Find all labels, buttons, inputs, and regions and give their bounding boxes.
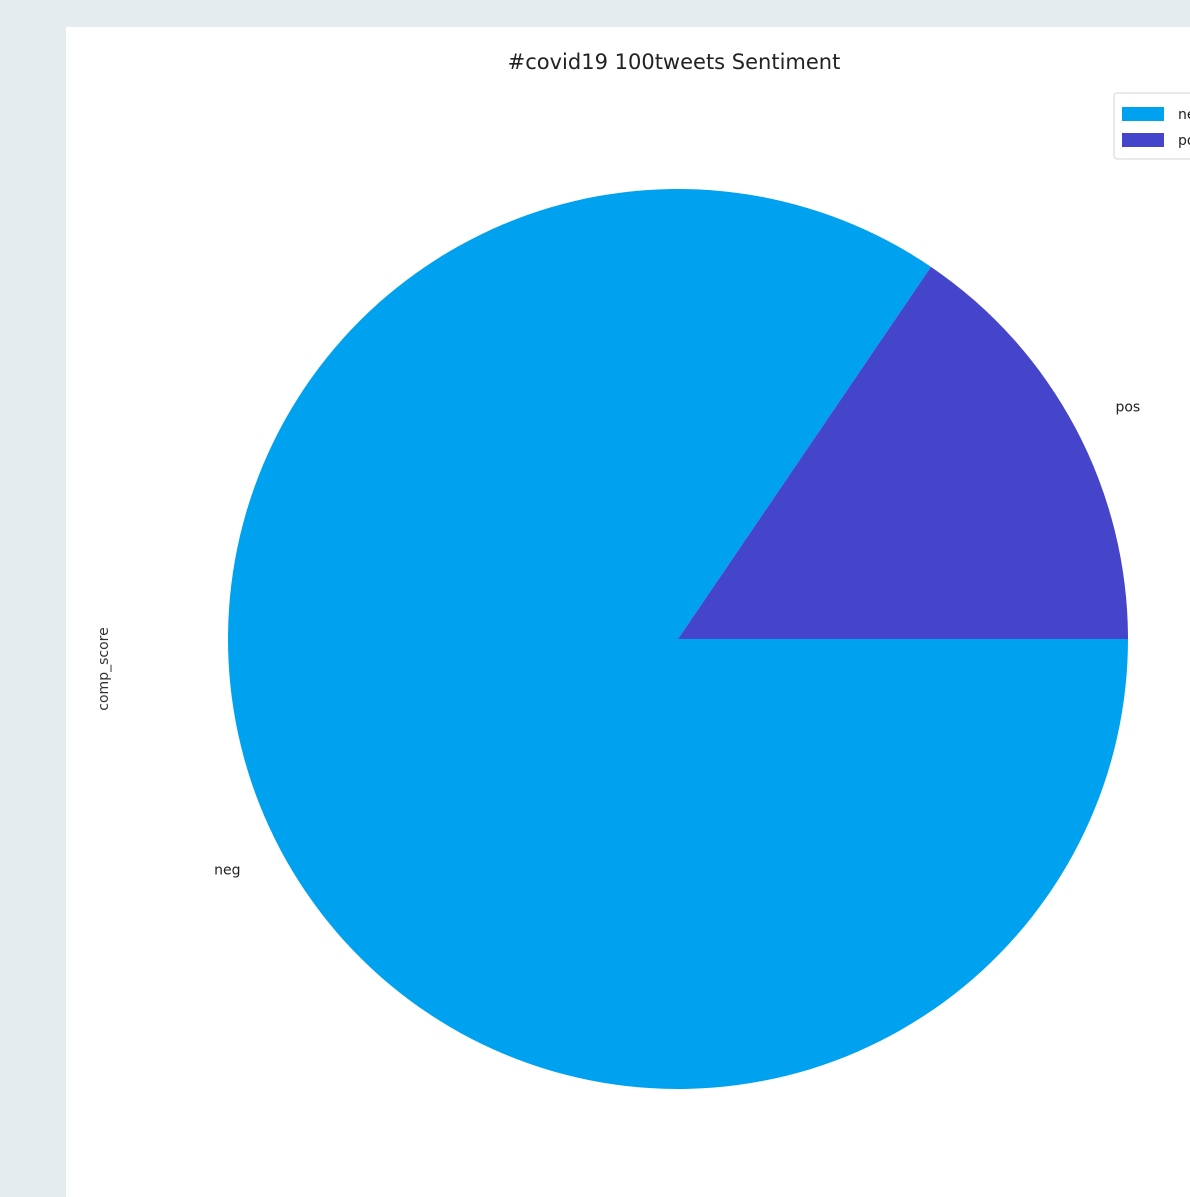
legend-swatch-neg (1122, 107, 1164, 121)
legend-items: neg pos (1122, 107, 1190, 149)
legend: neg pos (1113, 92, 1190, 160)
legend-label-pos: pos (1178, 133, 1190, 149)
y-axis-label: comp_score (96, 627, 112, 710)
legend-swatch-pos (1122, 133, 1164, 147)
slice-labels: neg pos (214, 399, 1140, 878)
slice-label-pos: pos (1115, 399, 1140, 415)
pie-chart: #covid19 100tweets Sentiment comp_score … (96, 50, 1190, 1089)
pie-slice-pos (678, 266, 1128, 639)
chart-panel: #covid19 100tweets Sentiment comp_score … (66, 27, 1190, 1197)
legend-label-neg: neg (1178, 107, 1190, 123)
legend-box (1113, 92, 1190, 160)
slice-label-neg: neg (214, 863, 240, 879)
chart-title: #covid19 100tweets Sentiment (508, 50, 841, 74)
pie-slices (228, 189, 1128, 1089)
